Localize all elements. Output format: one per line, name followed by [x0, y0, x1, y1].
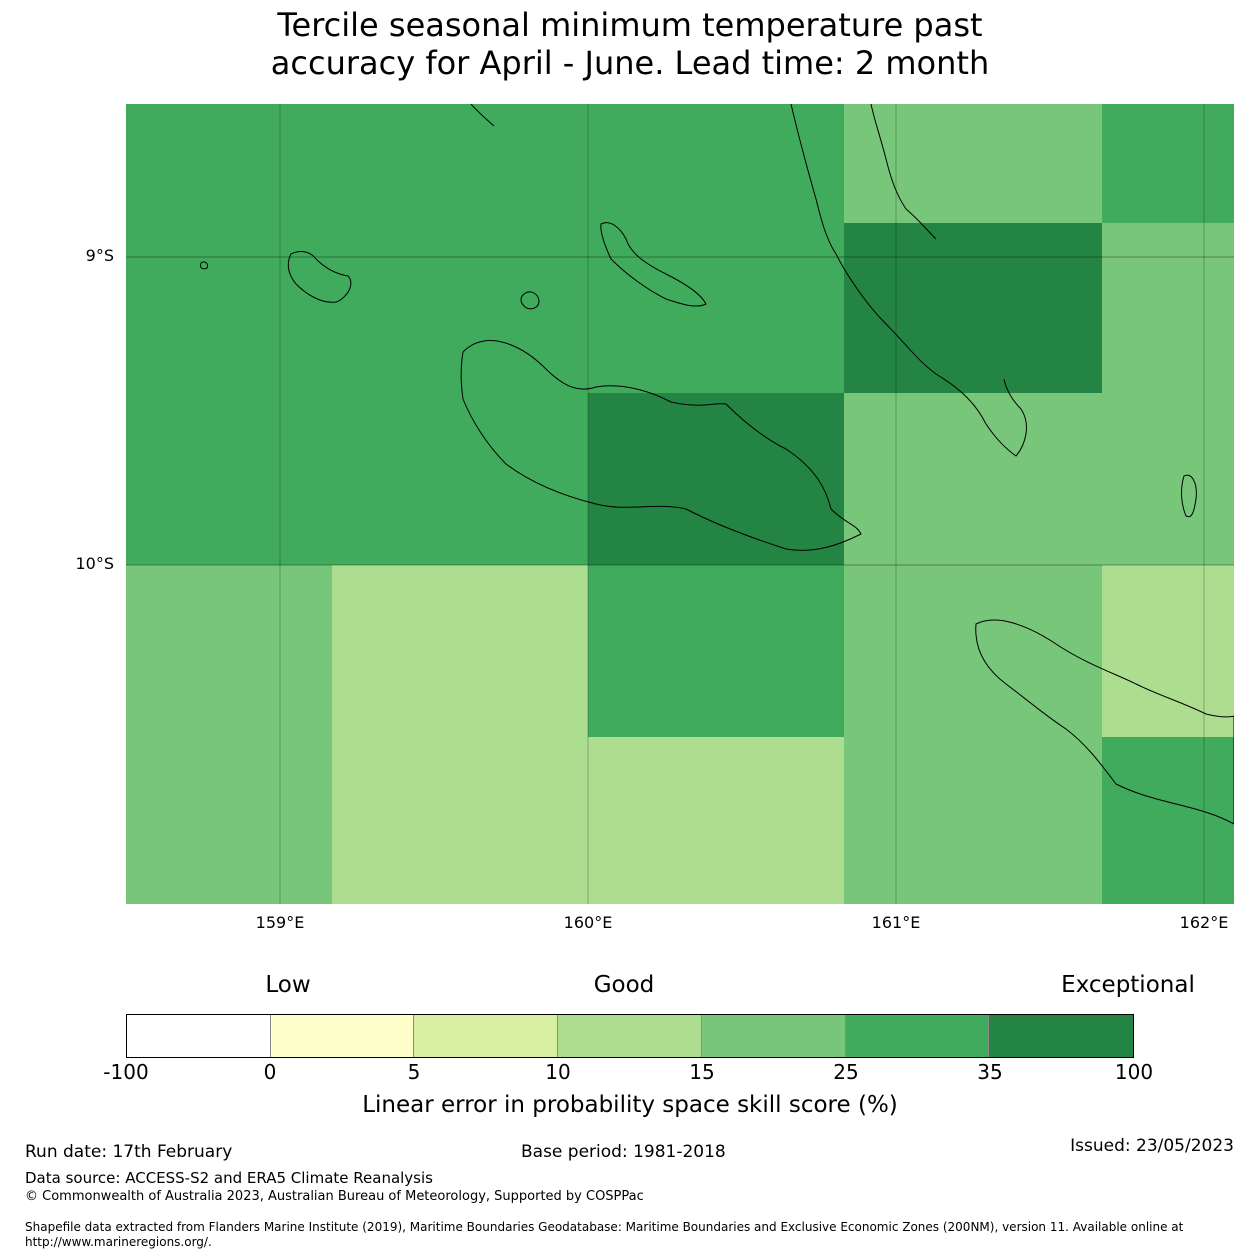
colorbar-tick-label: 35: [977, 1060, 1003, 1084]
colorbar-segment: [414, 1015, 559, 1057]
shapefile-credit: Shapefile data extracted from Flanders M…: [25, 1220, 1184, 1249]
title-line-1: Tercile seasonal minimum temperature pas…: [277, 6, 983, 44]
skill-cell: [1102, 104, 1234, 224]
skill-map: [126, 104, 1234, 904]
map-title: Tercile seasonal minimum temperature pas…: [0, 6, 1260, 82]
category-label: Exceptional: [1061, 972, 1195, 998]
skill-cell: [843, 392, 1234, 565]
colorbar-segment: [270, 1015, 415, 1057]
skill-cell: [588, 737, 844, 904]
colorbar-segment: [845, 1015, 990, 1057]
colorbar-tick-label: -100: [103, 1060, 149, 1084]
colorbar-tick-label: 25: [833, 1060, 859, 1084]
skill-cell: [843, 223, 1103, 393]
longitude-label: 162°E: [1179, 913, 1229, 932]
coastline-layer: [200, 104, 1234, 825]
coastline-florida-islands: [600, 222, 707, 307]
skill-cell: [1102, 565, 1234, 738]
coastline-savo-island: [520, 291, 540, 310]
skill-cell: [1102, 737, 1234, 904]
coastline-south-east-island: [975, 619, 1234, 825]
issued-date: Issued: 23/05/2023: [1070, 1136, 1234, 1156]
skill-cell: [843, 565, 1103, 904]
longitude-label: 159°E: [255, 913, 305, 932]
skill-cell: [126, 565, 333, 904]
colorbar-segment: [701, 1015, 846, 1057]
coastline-north-east: [870, 104, 937, 240]
data-source: Data source: ACCESS-S2 and ERA5 Climate …: [25, 1169, 433, 1187]
colorbar-tick-label: 100: [1114, 1060, 1154, 1084]
skill-cell: [588, 392, 844, 565]
longitude-label: 160°E: [563, 913, 613, 932]
latitude-label: 10°S: [75, 554, 114, 573]
colorbar-label: Linear error in probability space skill …: [362, 1092, 898, 1118]
coastline-russell-islands: [287, 251, 352, 303]
colorbar: [126, 1014, 1134, 1058]
copyright-notice: © Commonwealth of Australia 2023, Austra…: [25, 1189, 644, 1204]
coastline-east-islands: [790, 104, 1027, 457]
colorbar-segment: [558, 1015, 702, 1057]
colorbar-segment: [127, 1015, 271, 1057]
run-date: Run date: 17th February: [25, 1142, 233, 1162]
title-line-2: accuracy for April - June. Lead time: 2 …: [270, 44, 990, 82]
category-label: Low: [265, 972, 311, 998]
coastline-small-islet: [200, 261, 208, 270]
longitude-label: 161°E: [871, 913, 921, 932]
skill-cell: [588, 565, 844, 738]
colorbar-tick-label: 15: [689, 1060, 715, 1084]
graticule-layer: [126, 104, 1234, 904]
coastline-east-small-island: [1181, 474, 1197, 518]
category-label: Good: [593, 972, 655, 998]
colorbar-tick-label: 0: [263, 1060, 277, 1084]
base-period: Base period: 1981-2018: [521, 1142, 726, 1162]
colorbar-tick-label: 10: [545, 1060, 571, 1084]
colorbar-tick-label: 5: [407, 1060, 421, 1084]
skill-cell: [1102, 223, 1234, 393]
coastline-nggela-west: [470, 104, 495, 127]
skill-cell: [332, 565, 588, 904]
coastline-main-island: [460, 340, 862, 551]
colorbar-segment: [989, 1015, 1134, 1057]
latitude-label: 9°S: [85, 246, 114, 265]
